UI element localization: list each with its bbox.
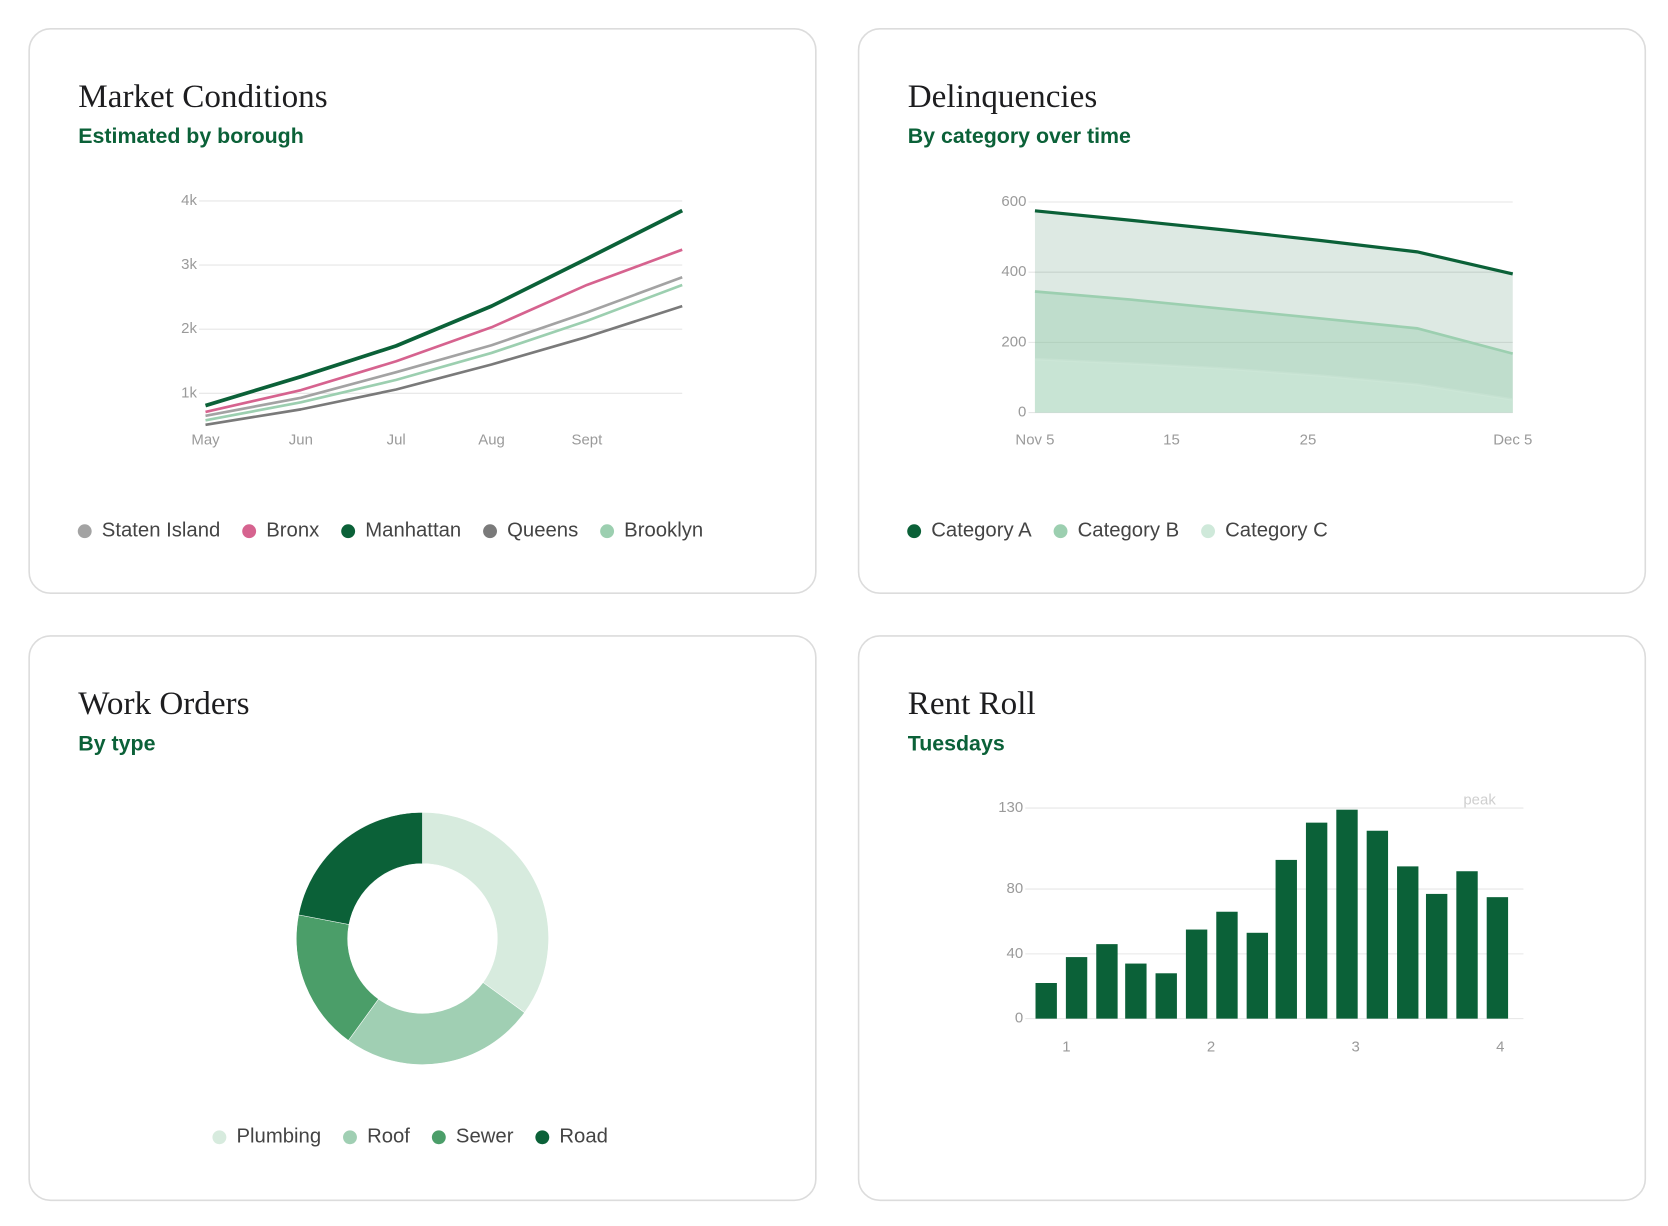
bar bbox=[1246, 932, 1269, 1019]
x-tick-label: 4 bbox=[1496, 1038, 1504, 1055]
legend-swatch bbox=[1201, 524, 1216, 539]
chart-title: Market Conditions bbox=[78, 78, 327, 115]
legend-label: Plumbing bbox=[236, 1126, 321, 1148]
donut-slice bbox=[422, 812, 549, 1013]
x-tick-label: Sept bbox=[571, 431, 603, 448]
bar bbox=[1456, 871, 1478, 1019]
bar bbox=[1397, 866, 1419, 1019]
legend-label: Brooklyn bbox=[624, 520, 703, 542]
legend-label: Manhattan bbox=[365, 520, 461, 542]
legend-swatch bbox=[212, 1130, 227, 1145]
chart-title: Work Orders bbox=[78, 685, 249, 722]
y-tick-label: 130 bbox=[998, 799, 1023, 816]
y-tick-label: 3k bbox=[181, 256, 197, 273]
area-line bbox=[1034, 209, 1514, 276]
x-tick-label: 3 bbox=[1352, 1038, 1360, 1055]
y-tick-label: 40 bbox=[1007, 945, 1024, 962]
bar bbox=[1125, 963, 1147, 1019]
legend-swatch bbox=[431, 1130, 446, 1145]
bar bbox=[1425, 893, 1448, 1019]
legend-label: Roof bbox=[367, 1126, 410, 1148]
x-tick-label: 15 bbox=[1163, 431, 1180, 448]
area-line bbox=[1034, 290, 1514, 355]
legend-label: Sewer bbox=[456, 1126, 514, 1148]
legend-label: Category A bbox=[931, 520, 1032, 542]
legend-label: Staten Island bbox=[102, 520, 220, 542]
y-tick-label: 400 bbox=[1001, 263, 1026, 280]
line-series bbox=[205, 283, 683, 422]
chart-subtitle: By category over time bbox=[908, 124, 1131, 148]
legend-label: Queens bbox=[507, 520, 578, 542]
chart-subtitle: By type bbox=[78, 731, 155, 755]
legend-label: Category B bbox=[1078, 520, 1180, 542]
x-tick-label: Jul bbox=[387, 431, 406, 448]
bar bbox=[1065, 957, 1088, 1019]
y-tick-label: 80 bbox=[1007, 880, 1024, 897]
legend-label: Road bbox=[559, 1126, 608, 1148]
bar bbox=[1486, 897, 1509, 1019]
chart-title: Rent Roll bbox=[908, 685, 1036, 722]
card bbox=[28, 28, 817, 595]
y-tick-label: 2k bbox=[181, 320, 197, 337]
legend-swatch bbox=[341, 524, 356, 539]
chart-subtitle: Tuesdays bbox=[908, 731, 1005, 755]
bar bbox=[1305, 822, 1328, 1019]
chart-card: Market Conditions Estimated by borough 1k 2… bbox=[28, 28, 817, 595]
y-tick-label: 200 bbox=[1001, 333, 1026, 350]
y-tick-label: 0 bbox=[1018, 404, 1026, 421]
chart-card: Rent Roll Tuesdays 0 40 80 130 1 2 3 4 peak bbox=[857, 635, 1647, 1202]
legend-label: Bronx bbox=[266, 520, 319, 542]
line-series bbox=[205, 304, 683, 427]
annotation: peak bbox=[1463, 792, 1496, 809]
bar bbox=[1216, 911, 1238, 1019]
line-series bbox=[205, 248, 683, 414]
legend-swatch bbox=[1053, 524, 1068, 539]
bar bbox=[1096, 944, 1118, 1019]
x-tick-label: 1 bbox=[1062, 1038, 1070, 1055]
x-tick-label: 25 bbox=[1300, 431, 1317, 448]
chart-title: Delinquencies bbox=[908, 78, 1097, 115]
line-series bbox=[205, 276, 683, 418]
bar bbox=[1366, 830, 1389, 1019]
area-line bbox=[1034, 357, 1513, 401]
chart-card: Work Orders By type Plumbing Roof Sewer Road bbox=[28, 635, 817, 1202]
legend-swatch bbox=[343, 1130, 357, 1145]
area-series bbox=[1034, 210, 1513, 413]
area-series bbox=[1034, 359, 1513, 413]
x-tick-label: 2 bbox=[1207, 1038, 1215, 1055]
legend-swatch bbox=[535, 1130, 550, 1145]
x-tick-label: Jun bbox=[289, 431, 313, 448]
legend-swatch bbox=[600, 524, 615, 539]
bar bbox=[1185, 929, 1208, 1019]
legend-swatch bbox=[907, 524, 922, 539]
x-tick-label: May bbox=[191, 431, 220, 448]
card bbox=[857, 635, 1647, 1202]
donut-slice bbox=[298, 812, 423, 925]
bar bbox=[1275, 859, 1297, 1019]
chart-card: Delinquencies By category over time 0 200 40… bbox=[857, 28, 1647, 595]
bar bbox=[1336, 809, 1358, 1019]
x-tick-label: Nov 5 bbox=[1015, 431, 1054, 448]
y-tick-label: 1k bbox=[181, 384, 197, 401]
legend-swatch bbox=[483, 524, 497, 539]
bar bbox=[1155, 973, 1177, 1019]
bar bbox=[1035, 983, 1057, 1019]
legend-swatch bbox=[77, 524, 92, 539]
chart-subtitle: Estimated by borough bbox=[78, 124, 303, 148]
legend-swatch bbox=[242, 524, 257, 539]
card bbox=[28, 635, 817, 1202]
y-tick-label: 0 bbox=[1015, 1010, 1023, 1027]
y-tick-label: 600 bbox=[1001, 193, 1026, 210]
x-tick-label: Aug bbox=[478, 431, 505, 448]
line-series bbox=[204, 208, 684, 408]
y-tick-label: 4k bbox=[181, 192, 197, 209]
x-tick-label: Dec 5 bbox=[1493, 431, 1532, 448]
legend-label: Category C bbox=[1225, 520, 1328, 542]
